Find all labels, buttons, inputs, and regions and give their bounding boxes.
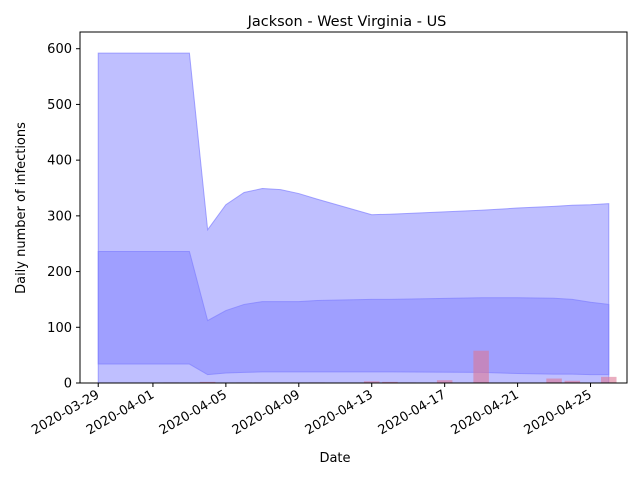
bar [363,381,380,383]
y-tick-label: 0 [64,377,72,392]
y-tick-label: 500 [47,98,72,113]
bar [473,350,489,383]
y-tick-label: 400 [47,154,72,169]
bar [436,380,453,383]
y-axis-title: Daily number of infections [14,122,29,294]
inner-band [97,251,610,376]
plot-frame [79,31,628,384]
observed-bars [163,350,617,383]
y-tick-label: 200 [47,265,72,280]
chart-title: Jackson - West Virginia - US [247,14,447,30]
bar [546,378,562,383]
y-tick-label: 100 [47,321,72,336]
x-axis-title: Date [319,451,350,466]
bar [199,381,216,383]
bar [601,376,617,383]
bar [564,380,581,383]
y-tick-label: 300 [47,209,72,224]
y-tick-label: 600 [47,42,72,57]
bar [382,381,398,383]
y-axis: 0 100 200 300 400 500 600 [47,42,80,392]
